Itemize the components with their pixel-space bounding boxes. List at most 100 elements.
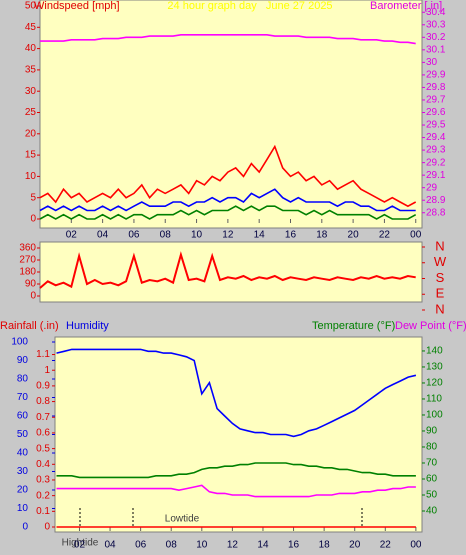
y-tick-label: 30	[25, 86, 37, 97]
y3-tick-label: 0.8	[36, 396, 50, 407]
y3-tick-label: 0.7	[36, 412, 50, 423]
y-tick-label: 70	[17, 392, 29, 403]
y-tick-label: 80	[17, 374, 29, 385]
y-tick-label: 100	[11, 337, 28, 348]
y-tick-label: 20	[25, 128, 37, 139]
y2-tick-label: 130	[426, 362, 443, 373]
y-tick-label: 50	[25, 1, 37, 12]
y3-tick-label: 0	[44, 522, 50, 533]
y3-tick-label: 0.2	[36, 490, 50, 501]
y2-tick-label: 30.3	[426, 19, 446, 30]
y2-tick-label: 140	[426, 346, 443, 357]
x-tick-label: 16	[285, 230, 297, 241]
y2-tick-label: 28.9	[426, 195, 446, 206]
x-tick-label: 22	[379, 230, 391, 241]
x-tick-label: 06	[135, 540, 147, 551]
y-tick-label: 10	[17, 503, 29, 514]
annotation: Hightide	[62, 538, 99, 549]
y2-tick-label: 70	[426, 458, 438, 469]
y-tick-label: 40	[25, 43, 37, 54]
x-tick-label: 02	[66, 230, 78, 241]
y3-tick-label: 0.5	[36, 443, 50, 454]
series-line	[40, 34, 416, 45]
y2-tick-label: 30.1	[426, 44, 446, 55]
y2-tick-label: 30.4	[426, 7, 446, 18]
plot-area	[39, 241, 423, 303]
x-tick-label: 00	[410, 540, 422, 551]
y-tick-label: 90	[17, 355, 29, 366]
x-tick-label: 10	[191, 230, 203, 241]
x-tick-label: 00	[410, 230, 422, 241]
y2-tick-label: 29.7	[426, 95, 446, 106]
series-line	[39, 188, 416, 212]
y2-tick-label: 90	[426, 426, 438, 437]
series-line	[56, 462, 416, 479]
y2-tick-label: 29.6	[426, 107, 446, 118]
y-tick-label: 25	[25, 107, 37, 118]
y-tick-label: 0	[30, 214, 36, 225]
y-tick-label: 5	[30, 192, 36, 203]
y2-tick-label: 29.8	[426, 82, 446, 93]
series-line	[39, 144, 417, 208]
y-tick-label: 60	[17, 411, 29, 422]
y-tick-label: 35	[25, 65, 37, 76]
x-tick-label: 08	[160, 230, 172, 241]
y2-tick-label: 40	[426, 506, 438, 517]
x-tick-label: 04	[104, 540, 116, 551]
x-tick-label: 14	[257, 540, 269, 551]
humidity-label: Humidity	[66, 320, 109, 332]
y-tick-label: 0	[22, 522, 28, 533]
dewpoint-label: Dew Point (°F)	[395, 320, 466, 332]
y2-tick-label: 100	[426, 410, 443, 421]
y-axis-title: Windspeed [mph]	[34, 0, 120, 12]
y2-tick-label: 28.8	[426, 207, 446, 218]
y-tick-label: 45	[25, 22, 37, 33]
y-tick-label: 90	[25, 279, 37, 290]
y-tick-label: 15	[25, 150, 37, 161]
y2-tick-label: N	[435, 301, 444, 316]
y2-tick-label: 120	[426, 378, 443, 389]
y3-tick-label: 0.4	[36, 459, 50, 470]
y2-tick-label: 29.2	[426, 157, 446, 168]
y-tick-label: 50	[17, 429, 29, 440]
y2-tick-label: 60	[426, 474, 438, 485]
y2-tick-label: 29.4	[426, 132, 446, 143]
annotation: Lowtide	[165, 514, 200, 525]
y2-tick-label: E	[436, 286, 445, 301]
y2-tick-label: N	[435, 238, 444, 253]
x-tick-label: 10	[196, 540, 208, 551]
x-tick-label: 14	[254, 230, 266, 241]
y2-tick-label: S	[436, 270, 445, 285]
y-tick-label: 10	[25, 171, 37, 182]
series-line	[39, 205, 417, 220]
y2-tick-label: 29	[426, 182, 438, 193]
y-tick-label: 0	[30, 291, 36, 302]
x-tick-label: 06	[128, 230, 140, 241]
y3-tick-label: 0.6	[36, 428, 50, 439]
y-tick-label: 20	[17, 485, 29, 496]
y2-tick-label: 50	[426, 490, 438, 501]
x-tick-label: 16	[288, 540, 300, 551]
y2-tick-label: 29.3	[426, 145, 446, 156]
x-tick-label: 12	[227, 540, 239, 551]
y3-tick-label: 1	[44, 365, 50, 376]
y3-tick-label: 0.1	[36, 506, 50, 517]
x-tick-label: 04	[97, 230, 109, 241]
y3-tick-label: 0.9	[36, 381, 50, 392]
y2-tick-label: 30	[426, 57, 438, 68]
y3-tick-label: 1.1	[36, 349, 50, 360]
y3-tick-label: 0.3	[36, 475, 50, 486]
chart-title: 24 hour graph day June 27 2025	[167, 0, 332, 12]
y2-tick-label: 29.9	[426, 70, 446, 81]
y-tick-label: 40	[17, 448, 29, 459]
y2-tick-label: 30.2	[426, 32, 446, 43]
x-tick-label: 20	[348, 230, 360, 241]
x-tick-label: 22	[380, 540, 392, 551]
x-tick-label: 20	[349, 540, 361, 551]
temperature-label: Temperature (°F)	[312, 320, 395, 332]
y-tick-label: 30	[17, 466, 29, 477]
y-tick-label: 360	[19, 243, 36, 254]
y-tick-label: 270	[19, 255, 36, 266]
y2-axis-title: Barometer [.in]	[370, 0, 442, 12]
